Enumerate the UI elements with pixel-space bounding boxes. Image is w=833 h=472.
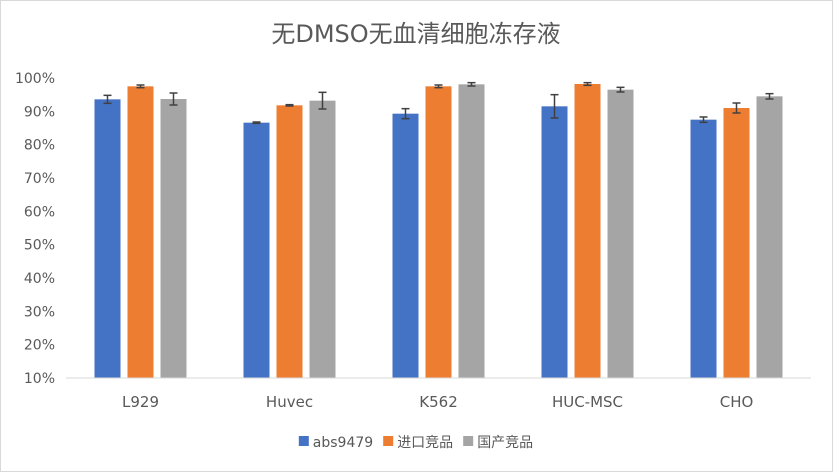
bar-l929-series-3 (160, 99, 187, 378)
x-category-label: CHO (720, 393, 754, 411)
y-tick-label: 70% (24, 171, 55, 187)
error-bar (285, 103, 294, 107)
legend: abs9479 进口竞品 国产竞品 (298, 434, 533, 451)
y-tick-label: 80% (24, 138, 55, 154)
y-tick-label: 50% (24, 238, 55, 254)
bar-k562-series-3 (458, 84, 485, 378)
x-category-label: HUC-MSC (552, 393, 623, 411)
error-bar (318, 91, 327, 110)
y-tick-label: 30% (24, 304, 55, 320)
legend-item: 进口竞品 (383, 434, 453, 451)
error-bar (467, 81, 476, 87)
bar-series-group (94, 84, 783, 379)
legend-label: 国产竞品 (477, 434, 533, 451)
x-category-label: K562 (419, 393, 457, 411)
legend-swatch (463, 436, 474, 446)
error-bar-group (103, 81, 774, 125)
y-tick-label: 60% (24, 204, 55, 220)
error-bar (765, 92, 774, 100)
y-tick-label: 20% (24, 338, 55, 354)
y-tick-label: 40% (24, 271, 55, 287)
error-bar (583, 81, 592, 87)
error-bar (699, 116, 708, 124)
error-bar (434, 84, 443, 89)
bar-cho-series-3 (756, 96, 783, 378)
legend-item: 国产竞品 (463, 434, 533, 451)
legend-item: abs9479 (298, 435, 373, 451)
y-tick-label: 100% (15, 71, 55, 87)
legend-label: abs9479 (313, 435, 373, 451)
error-bar (252, 121, 261, 125)
y-axis-ticks: 10% 20% 30% 40% 50% 60% 70% 80% 90% 100% (15, 71, 55, 387)
bar-l929-series-1 (94, 99, 121, 378)
x-axis-labels: L929 Huvec K562 HUC-MSC CHO (122, 393, 753, 411)
bar-cho-series-1 (690, 119, 717, 379)
bar-cho-series-2 (723, 108, 750, 378)
bar-k562-series-2 (425, 86, 452, 378)
bar-huc-msc-series-3 (607, 89, 634, 379)
y-tick-label: 90% (24, 104, 55, 120)
error-bar (169, 92, 178, 106)
legend-label: 进口竞品 (397, 434, 453, 451)
bar-huc-msc-series-1 (541, 106, 568, 378)
error-bar (136, 84, 145, 89)
legend-swatch (298, 436, 309, 446)
bar-k562-series-1 (392, 113, 419, 379)
error-bar (732, 102, 741, 114)
legend-swatch (383, 436, 394, 446)
chart-title: 无DMSO无血清细胞冻存液 (271, 20, 560, 48)
bar-huc-msc-series-2 (574, 84, 601, 378)
error-bar (550, 93, 559, 119)
error-bar (401, 107, 410, 120)
bar-l929-series-2 (127, 86, 154, 378)
y-tick-label: 10% (24, 371, 55, 387)
bar-huvec-series-2 (276, 105, 303, 378)
bar-huvec-series-1 (243, 122, 270, 379)
bar-huvec-series-3 (309, 100, 336, 379)
error-bar (616, 86, 625, 93)
error-bar (103, 94, 112, 105)
x-category-label: Huvec (266, 393, 313, 411)
x-category-label: L929 (122, 393, 159, 411)
